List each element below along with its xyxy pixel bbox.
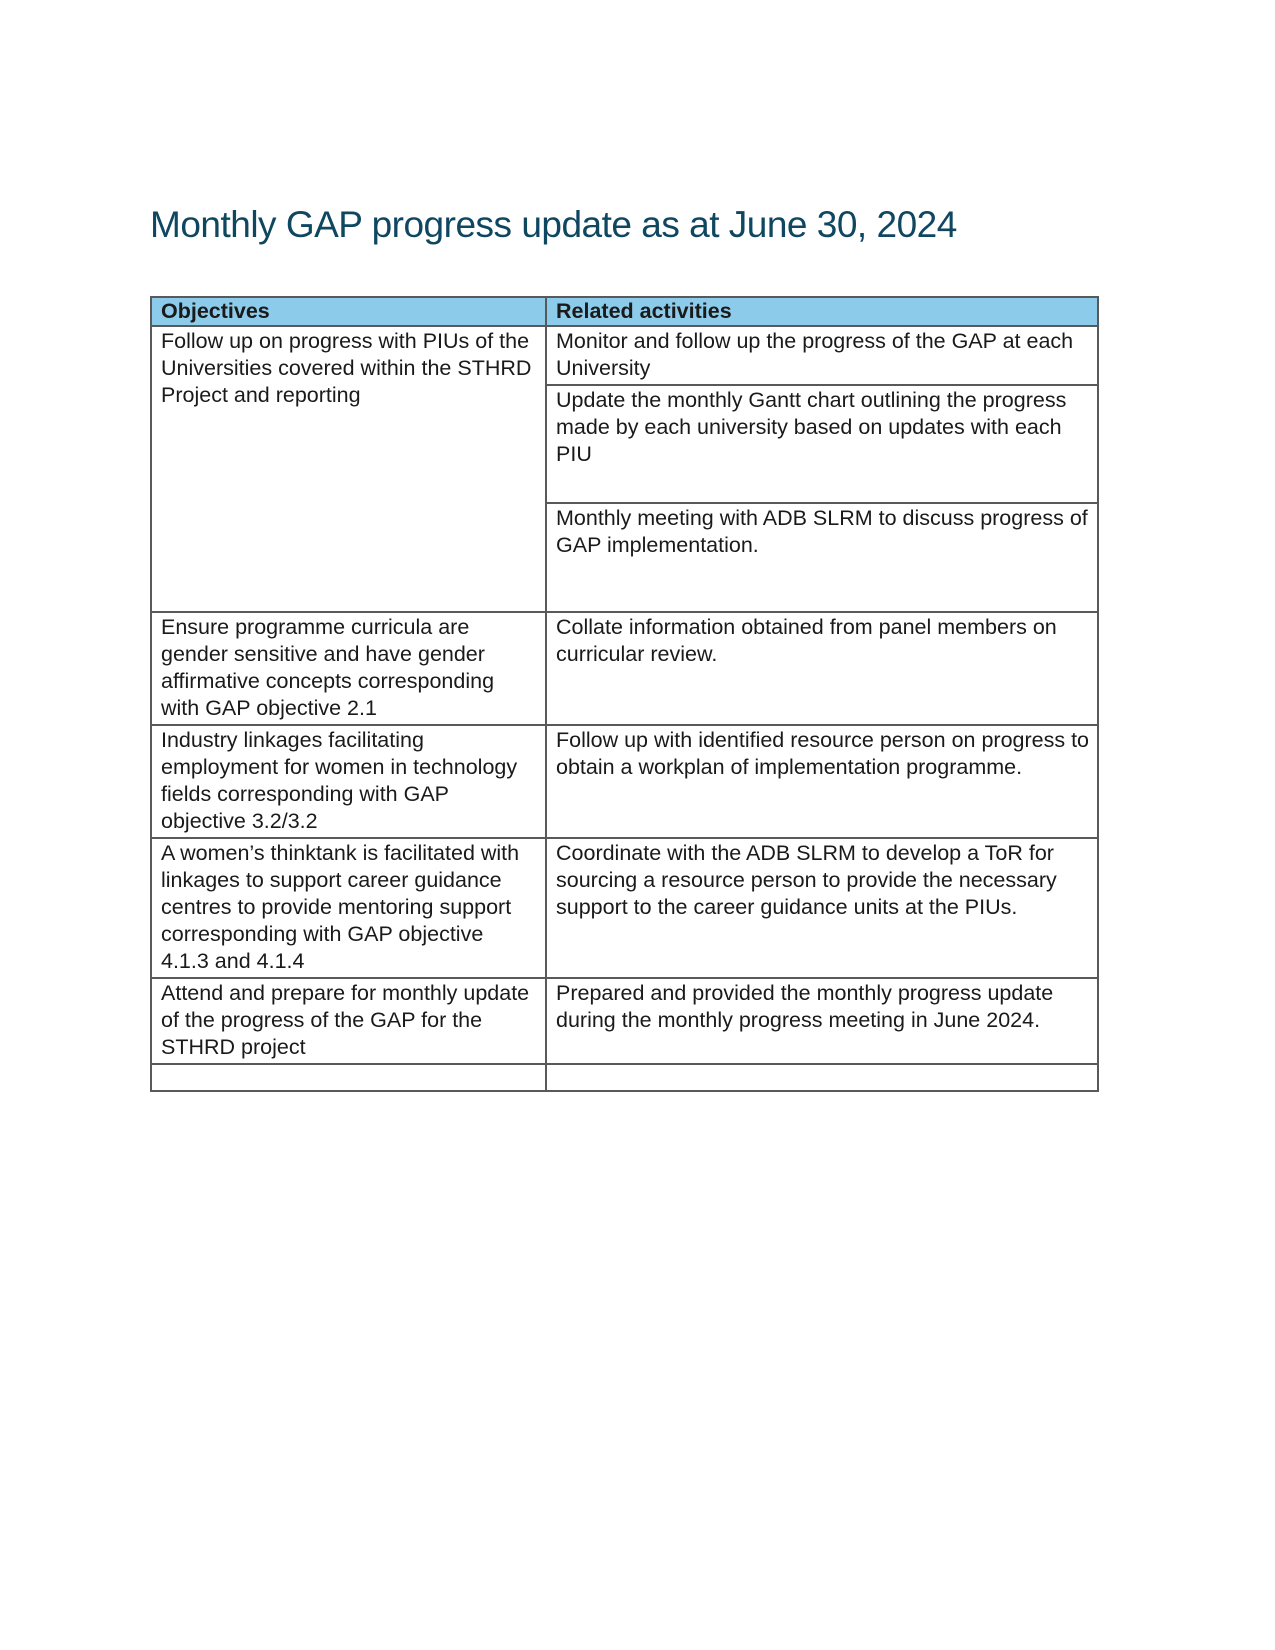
table-row: Ensure programme curricula are gender se… (150, 611, 1099, 726)
table-header-row: Objectives Related activities (150, 296, 1099, 327)
column-header-related-activities: Related activities (545, 296, 1099, 327)
table-row: Follow up on progress with PIUs of the U… (150, 325, 1099, 613)
activity-cell-1-1: Monitor and follow up the progress of th… (545, 325, 1099, 386)
table-row: Monthly meeting with ADB SLRM to discuss… (151, 502, 1099, 613)
activity-cell-5-1: Prepared and provided the monthly progre… (545, 977, 1099, 1065)
gap-progress-table: Objectives Related activities Follow up … (150, 296, 1099, 1092)
activity-cell-6-1 (545, 1063, 1099, 1092)
objective-cell-5: Attend and prepare for monthly update of… (150, 977, 547, 1065)
objective-cell-4: A women’s thinktank is facilitated with … (150, 837, 547, 979)
activity-cell-3-1: Follow up with identified resource perso… (545, 724, 1099, 839)
table-row: Update the monthly Gantt chart outlining… (151, 384, 1099, 504)
objective-cell-3: Industry linkages facilitating employmen… (150, 724, 547, 839)
activity-cell-4-1: Coordinate with the ADB SLRM to develop … (545, 837, 1099, 979)
objective-cell-2: Ensure programme curricula are gender se… (150, 611, 547, 726)
activity-cell-2-1: Collate information obtained from panel … (545, 611, 1099, 726)
table-row-empty (150, 1063, 1099, 1092)
objective-cell-6 (150, 1063, 547, 1092)
page-title: Monthly GAP progress update as at June 3… (150, 203, 957, 245)
objective-cell-1: Follow up on progress with PIUs of the U… (150, 325, 547, 613)
activity-cell-1-2: Update the monthly Gantt chart outlining… (545, 384, 1099, 504)
table-row: Industry linkages facilitating employmen… (150, 724, 1099, 839)
table-row: A women’s thinktank is facilitated with … (150, 837, 1099, 979)
table-row: Attend and prepare for monthly update of… (150, 977, 1099, 1065)
column-header-objectives: Objectives (150, 296, 547, 327)
activity-cell-1-3: Monthly meeting with ADB SLRM to discuss… (545, 502, 1099, 613)
